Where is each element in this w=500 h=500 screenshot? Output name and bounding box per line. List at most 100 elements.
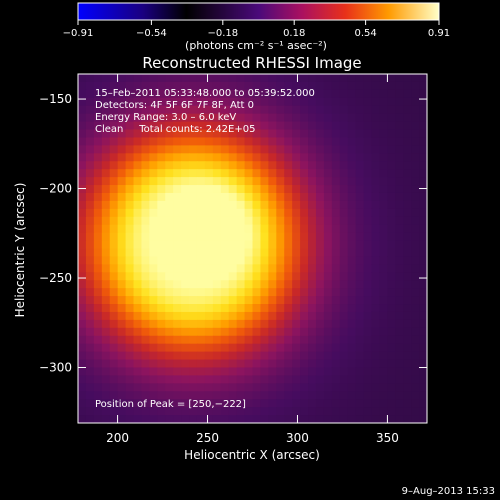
heatmap-cell: [419, 383, 427, 392]
heatmap-cell: [125, 232, 135, 242]
heatmap-cell: [300, 280, 309, 289]
heatmap-cell: [355, 185, 365, 194]
heatmap-cell: [276, 296, 285, 305]
heatmap-cell: [78, 153, 87, 162]
heatmap-cell: [276, 74, 285, 83]
heatmap-cell: [157, 248, 166, 258]
heatmap-cell: [204, 216, 214, 226]
heatmap-cell: [244, 97, 254, 107]
heatmap-cell: [355, 137, 365, 146]
heatmap-cell: [371, 415, 381, 423]
heatmap-cell: [78, 74, 87, 83]
heatmap-cell: [363, 248, 373, 258]
heatmap-cell: [395, 367, 404, 377]
heatmap-cell: [347, 256, 357, 265]
heatmap-cell: [157, 327, 166, 337]
heatmap-cell: [173, 327, 182, 337]
heatmap-cell: [85, 145, 95, 154]
heatmap-cell: [236, 296, 246, 305]
heatmap-cell: [109, 161, 119, 170]
heatmap-cell: [268, 113, 277, 123]
heatmap-image: [78, 74, 427, 423]
heatmap-cell: [419, 343, 427, 353]
heatmap-cell: [85, 105, 95, 115]
heatmap-cell: [292, 391, 301, 400]
heatmap-cell: [315, 185, 325, 194]
heatmap-cell: [308, 169, 317, 178]
heatmap-cell: [347, 105, 357, 115]
heatmap-cell: [300, 137, 309, 146]
x-axis-label: Heliocentric X (arcsec): [184, 448, 320, 462]
heatmap-cell: [196, 304, 206, 313]
heatmap-cell: [181, 224, 190, 234]
heatmap-cell: [157, 359, 166, 369]
heatmap-cell: [300, 264, 309, 273]
heatmap-cell: [347, 153, 357, 162]
heatmap-cell: [204, 105, 214, 115]
heatmap-cell: [141, 343, 150, 353]
heatmap-cell: [228, 74, 238, 83]
heatmap-cell: [236, 343, 246, 353]
heatmap-cell: [379, 399, 388, 408]
heatmap-cell: [379, 121, 388, 131]
heatmap-cell: [189, 359, 198, 369]
heatmap-cell: [411, 169, 420, 178]
heatmap-cell: [101, 121, 111, 131]
heatmap-cell: [347, 319, 357, 329]
heatmap-cell: [260, 185, 269, 194]
heatmap-cell: [292, 319, 301, 329]
heatmap-cell: [220, 153, 230, 162]
heatmap-cell: [268, 264, 277, 273]
heatmap-cell: [165, 415, 174, 423]
heatmap-cell: [173, 335, 182, 345]
heatmap-cell: [196, 185, 206, 194]
heatmap-cell: [109, 407, 119, 416]
heatmap-cell: [93, 105, 103, 115]
heatmap-cell: [339, 81, 349, 91]
heatmap-cell: [292, 129, 301, 139]
heatmap-cell: [117, 145, 127, 154]
heatmap-cell: [268, 137, 277, 146]
heatmap-cell: [117, 185, 127, 194]
heatmap-cell: [212, 208, 222, 218]
heatmap-cell: [157, 137, 166, 146]
heatmap-cell: [363, 296, 373, 305]
heatmap-cell: [411, 74, 420, 83]
heatmap-cell: [117, 192, 127, 202]
heatmap-cell: [363, 185, 373, 194]
heatmap-cell: [371, 232, 381, 242]
heatmap-cell: [204, 177, 214, 186]
heatmap-cell: [117, 81, 127, 91]
heatmap-cell: [379, 383, 388, 392]
heatmap-cell: [236, 129, 246, 139]
heatmap-cell: [284, 296, 293, 305]
heatmap-cell: [403, 129, 412, 139]
heatmap-cell: [308, 296, 317, 305]
heatmap-cell: [165, 145, 174, 154]
heatmap-cell: [260, 415, 269, 423]
heatmap-cell: [419, 304, 427, 313]
heatmap-cell: [236, 256, 246, 265]
heatmap-cell: [276, 240, 285, 250]
heatmap-cell: [379, 327, 388, 337]
heatmap-cell: [419, 367, 427, 377]
heatmap-cell: [133, 399, 143, 408]
heatmap-cell: [117, 383, 127, 392]
heatmap-cell: [260, 399, 269, 408]
heatmap-cell: [228, 296, 238, 305]
heatmap-cell: [379, 177, 388, 186]
heatmap-cell: [268, 304, 277, 313]
heatmap-cell: [165, 391, 174, 400]
heatmap-cell: [173, 129, 182, 139]
heatmap-cell: [403, 137, 412, 146]
heatmap-cell: [181, 415, 190, 423]
heatmap-cell: [189, 248, 198, 258]
heatmap-cell: [196, 351, 206, 361]
heatmap-cell: [347, 280, 357, 289]
heatmap-cell: [141, 200, 150, 210]
heatmap-cell: [292, 216, 301, 226]
heatmap-cell: [196, 296, 206, 305]
heatmap-cell: [363, 89, 373, 99]
heatmap-cell: [117, 280, 127, 289]
colorbar-units-label: (photons cm⁻² s⁻¹ asec⁻²): [185, 39, 327, 52]
